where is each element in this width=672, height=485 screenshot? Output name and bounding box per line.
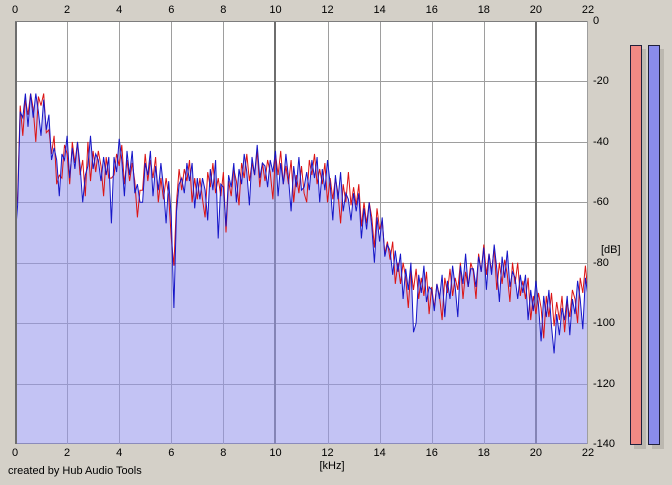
y-axis-tick-label: -20: [593, 75, 609, 88]
blue-spectrum-trace: [15, 93, 588, 354]
x-axis-bottom-tick-label: 10: [269, 447, 282, 459]
x-axis-top-tick-label: 2: [64, 4, 71, 16]
x-axis-bottom-tick-label: 6: [168, 447, 175, 459]
y-axis-tick-label: -100: [593, 317, 616, 330]
x-axis-top-tick-label: 16: [425, 4, 438, 16]
credit-text: created by Hub Audio Tools: [8, 465, 142, 477]
red-level-meter: [630, 45, 642, 445]
x-axis-bottom-tick-label: 0: [11, 447, 19, 459]
x-axis-top-tick-label: 18: [477, 4, 490, 16]
x-axis-bottom-tick-label: 2: [64, 447, 71, 459]
x-axis-title: [kHz]: [319, 460, 345, 472]
x-axis-bottom-tick-label: 20: [529, 447, 543, 459]
x-axis-top-tick-label: 12: [321, 4, 334, 16]
x-axis-top-tick-label: 8: [220, 4, 227, 16]
x-axis-top-tick-label: 20: [529, 4, 543, 16]
x-axis-top-tick-label: 22: [581, 4, 595, 16]
x-axis-bottom-tick-label: 12: [321, 447, 334, 459]
y-axis-tick-label: -60: [593, 196, 609, 209]
spectrum-plot: [15, 21, 588, 444]
x-axis-top-tick-label: 0: [11, 4, 19, 16]
x-axis-bottom-tick-label: 4: [116, 447, 123, 459]
x-axis-bottom-tick-label: 14: [373, 447, 386, 459]
x-axis-top-tick-label: 14: [373, 4, 386, 16]
x-axis-bottom-tick-label: 18: [477, 447, 490, 459]
y-axis-title: [dB]: [601, 244, 621, 256]
x-axis-top-tick-label: 10: [269, 4, 282, 16]
y-axis-tick-label: 0: [593, 15, 600, 27]
y-axis-tick-label: -120: [593, 377, 616, 390]
x-axis-bottom-tick-label: 16: [425, 447, 438, 459]
x-axis-top-tick-label: 6: [168, 4, 175, 16]
x-axis-top-tick-label: 4: [116, 4, 123, 16]
x-axis-bottom-tick-label: 8: [220, 447, 227, 459]
y-axis-tick-label: -40: [593, 135, 609, 148]
blue-spectrum-fill: [15, 93, 588, 444]
x-axis-bottom-tick-label: 22: [581, 447, 595, 459]
y-axis-tick-label: -140: [593, 438, 616, 450]
blue-level-meter: [648, 45, 660, 445]
y-axis-tick-label: -80: [593, 256, 609, 269]
